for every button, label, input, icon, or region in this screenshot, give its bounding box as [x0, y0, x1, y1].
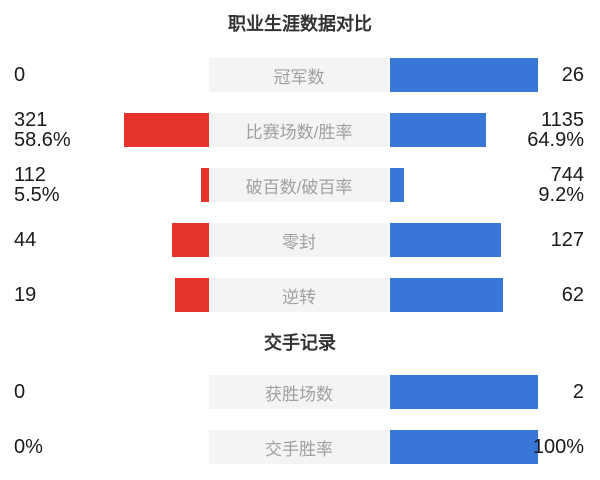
stat-row-matches-winrate: 321 58.6% 比赛场数/胜率 1135 64.9% — [0, 110, 600, 150]
left-value-main: 112 — [14, 164, 46, 186]
left-bar — [201, 168, 209, 202]
left-value: 0 — [14, 65, 25, 85]
left-value: 112 5.5% — [14, 165, 60, 205]
right-bar — [390, 168, 404, 202]
left-bar — [172, 223, 209, 257]
right-value-main: 100% — [532, 436, 584, 458]
right-bar — [390, 278, 503, 312]
left-value-main: 19 — [14, 284, 37, 306]
right-bar — [390, 58, 538, 92]
right-value-main: 62 — [561, 284, 584, 306]
right-value-main: 127 — [550, 229, 584, 251]
right-value-main: 744 — [550, 164, 584, 186]
stat-label-box: 逆转 — [209, 278, 389, 312]
stat-label: 零封 — [282, 232, 316, 252]
stat-row-centuries: 112 5.5% 破百数/破百率 744 9.2% — [0, 165, 600, 205]
right-value: 127 — [551, 230, 584, 250]
section-title-head-to-head: 交手记录 — [264, 333, 336, 353]
right-value: 100% — [533, 437, 584, 457]
right-value-main: 1135 — [540, 109, 584, 131]
right-bar — [390, 430, 538, 464]
right-value-sub: 9.2% — [538, 184, 584, 206]
stat-row-comebacks: 19 逆转 62 — [0, 278, 600, 312]
left-value-main: 0% — [14, 436, 43, 458]
left-value-main: 0 — [14, 381, 26, 403]
stat-label: 获胜场数 — [265, 384, 333, 404]
left-value-main: 321 — [14, 109, 48, 131]
stat-label-box: 比赛场数/胜率 — [209, 113, 389, 147]
stat-label: 冠军数 — [273, 67, 325, 87]
right-value-sub: 64.9% — [527, 129, 584, 151]
right-bar — [390, 375, 538, 409]
stat-row-h2h-wins: 0 获胜场数 2 — [0, 375, 600, 409]
stat-label-box: 零封 — [209, 223, 389, 257]
right-value: 62 — [562, 285, 584, 305]
stat-label-box: 冠军数 — [209, 58, 389, 92]
left-value: 19 — [14, 285, 36, 305]
stat-label: 逆转 — [282, 287, 316, 307]
left-value-sub: 5.5% — [14, 184, 60, 206]
stat-label: 破百数/破百率 — [245, 177, 353, 197]
stat-label: 比赛场数/胜率 — [245, 122, 353, 142]
left-value: 44 — [14, 230, 36, 250]
right-value: 2 — [573, 382, 584, 402]
left-bar — [124, 113, 209, 147]
stat-label-box: 破百数/破百率 — [209, 168, 389, 202]
left-value-main: 0 — [14, 64, 26, 86]
stat-label: 交手胜率 — [265, 439, 333, 459]
right-value: 26 — [562, 65, 584, 85]
right-bar — [390, 223, 501, 257]
left-value-sub: 58.6% — [14, 129, 71, 151]
stat-row-h2h-winrate: 0% 交手胜率 100% — [0, 430, 600, 464]
stat-row-whitewashes: 44 零封 127 — [0, 223, 600, 257]
right-bar — [390, 113, 486, 147]
right-value: 744 9.2% — [538, 165, 584, 205]
left-value: 0 — [14, 382, 25, 402]
left-value: 0% — [14, 437, 43, 457]
stat-row-champions: 0 冠军数 26 — [0, 58, 600, 92]
left-bar — [175, 278, 209, 312]
right-value-main: 2 — [572, 381, 584, 403]
left-value: 321 58.6% — [14, 110, 71, 150]
right-value-main: 26 — [561, 64, 584, 86]
right-value: 1135 64.9% — [527, 110, 584, 150]
stat-label-box: 交手胜率 — [209, 430, 389, 464]
page-title: 职业生涯数据对比 — [228, 14, 372, 34]
left-value-main: 44 — [14, 229, 37, 251]
stat-label-box: 获胜场数 — [209, 375, 389, 409]
